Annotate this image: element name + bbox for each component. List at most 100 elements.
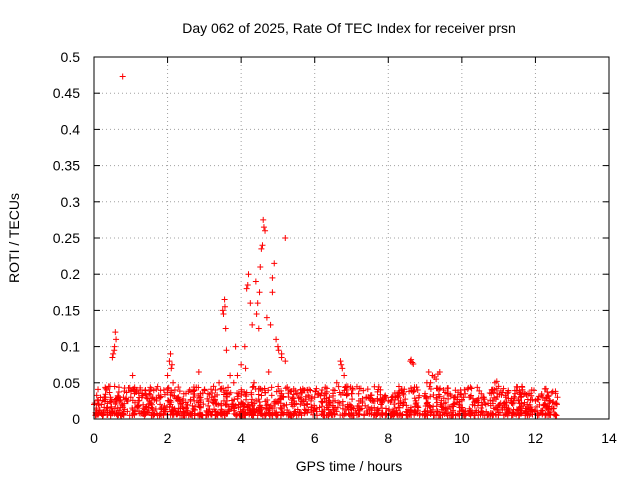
data-point bbox=[349, 385, 356, 392]
data-point bbox=[282, 235, 289, 241]
data-point bbox=[430, 391, 437, 398]
data-point bbox=[536, 401, 543, 408]
data-point bbox=[285, 390, 292, 397]
data-point bbox=[214, 391, 221, 398]
data-point bbox=[516, 400, 523, 407]
data-point bbox=[294, 406, 301, 413]
data-point bbox=[493, 378, 500, 385]
data-point bbox=[114, 404, 121, 411]
data-point bbox=[244, 282, 251, 289]
data-point bbox=[255, 325, 262, 332]
data-point bbox=[490, 411, 497, 418]
data-point bbox=[214, 412, 221, 419]
data-point bbox=[248, 399, 255, 406]
data-point bbox=[164, 385, 171, 392]
data-point bbox=[148, 395, 155, 402]
data-point bbox=[137, 386, 144, 393]
data-point bbox=[252, 278, 259, 285]
data-point bbox=[466, 394, 473, 401]
data-point bbox=[113, 336, 120, 343]
data-point bbox=[204, 395, 211, 402]
data-point bbox=[440, 395, 447, 402]
data-point bbox=[110, 350, 117, 357]
data-point bbox=[433, 394, 440, 401]
data-point bbox=[221, 303, 228, 310]
data-point bbox=[431, 374, 438, 381]
data-point bbox=[546, 411, 553, 418]
data-point bbox=[127, 388, 134, 395]
data-point bbox=[282, 358, 289, 365]
data-point bbox=[370, 397, 377, 404]
data-point bbox=[146, 390, 153, 397]
data-point bbox=[526, 390, 533, 397]
data-point bbox=[482, 401, 489, 408]
data-point bbox=[179, 397, 186, 404]
data-point bbox=[153, 397, 160, 404]
data-point bbox=[273, 336, 280, 343]
data-point bbox=[268, 392, 275, 399]
axis-ticks bbox=[93, 56, 610, 420]
data-point bbox=[410, 388, 417, 395]
data-point bbox=[498, 391, 505, 398]
data-point bbox=[319, 411, 326, 418]
data-point bbox=[295, 395, 302, 402]
data-point bbox=[395, 383, 402, 390]
y-tick-label: 0.2 bbox=[61, 266, 81, 282]
data-point bbox=[489, 410, 496, 417]
data-point bbox=[297, 386, 304, 393]
data-point bbox=[546, 397, 553, 404]
data-point bbox=[364, 386, 371, 393]
data-point bbox=[382, 405, 389, 412]
data-point bbox=[249, 321, 256, 328]
data-point bbox=[166, 403, 173, 410]
data-point bbox=[452, 411, 459, 418]
data-point bbox=[382, 412, 389, 419]
y-tick-labels: 0 0.05 0.1 0.15 0.2 0.25 0.3 0.35 0.4 0.45 0.5 bbox=[53, 49, 80, 427]
data-point bbox=[171, 387, 178, 394]
grid bbox=[94, 57, 609, 419]
data-point bbox=[111, 383, 118, 390]
x-tick-label: 4 bbox=[237, 430, 245, 446]
data-point bbox=[256, 407, 263, 414]
data-point bbox=[326, 394, 333, 401]
data-point bbox=[118, 400, 125, 407]
data-point bbox=[326, 400, 333, 407]
data-point bbox=[211, 397, 218, 404]
data-point bbox=[271, 404, 278, 411]
data-point bbox=[541, 385, 548, 392]
data-point bbox=[480, 394, 487, 401]
data-point bbox=[121, 406, 128, 413]
data-point bbox=[357, 406, 364, 413]
data-point bbox=[377, 401, 384, 408]
data-point bbox=[291, 401, 298, 408]
data-point bbox=[361, 411, 368, 418]
data-point bbox=[311, 394, 318, 401]
data-point bbox=[112, 329, 119, 336]
data-point bbox=[157, 394, 164, 401]
x-tick-label: 10 bbox=[454, 430, 470, 446]
data-point bbox=[238, 361, 245, 368]
data-point bbox=[466, 405, 473, 412]
data-point bbox=[488, 390, 495, 397]
data-point bbox=[98, 401, 105, 408]
data-point bbox=[232, 411, 239, 418]
x-tick-label: 2 bbox=[164, 430, 172, 446]
data-point bbox=[307, 387, 314, 394]
data-point bbox=[431, 412, 438, 419]
data-point bbox=[497, 409, 504, 416]
data-point bbox=[197, 394, 204, 401]
data-point bbox=[411, 384, 418, 391]
data-point bbox=[514, 407, 521, 414]
data-point bbox=[386, 406, 393, 413]
data-point bbox=[260, 224, 267, 231]
data-point bbox=[319, 399, 326, 406]
data-point bbox=[235, 390, 242, 397]
data-point bbox=[205, 390, 212, 397]
data-point bbox=[223, 347, 230, 354]
data-point bbox=[245, 271, 252, 278]
y-tick-label: 0.3 bbox=[61, 194, 81, 210]
data-point bbox=[119, 73, 126, 80]
data-point bbox=[422, 412, 429, 419]
data-point bbox=[414, 403, 421, 410]
data-point bbox=[521, 399, 528, 406]
